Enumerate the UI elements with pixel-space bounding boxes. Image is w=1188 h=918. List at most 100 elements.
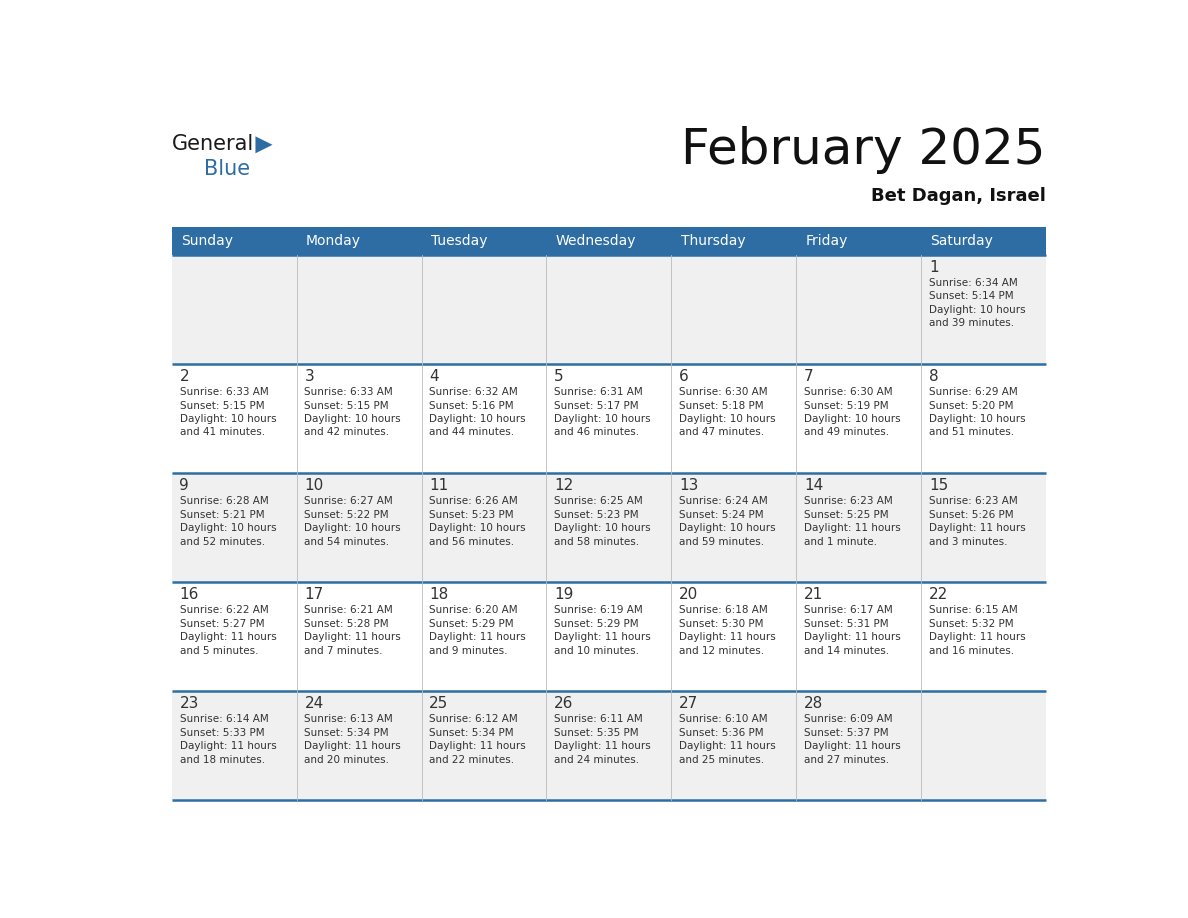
Text: Saturday: Saturday — [930, 234, 993, 248]
Text: Sunrise: 6:20 AM: Sunrise: 6:20 AM — [429, 605, 518, 615]
Text: 4: 4 — [429, 368, 438, 384]
Text: 26: 26 — [554, 696, 574, 711]
Text: Daylight: 11 hours: Daylight: 11 hours — [179, 633, 277, 642]
Text: and 7 minutes.: and 7 minutes. — [304, 645, 383, 655]
Text: Sunset: 5:28 PM: Sunset: 5:28 PM — [304, 619, 388, 629]
Text: General: General — [172, 134, 254, 154]
Text: Sunset: 5:33 PM: Sunset: 5:33 PM — [179, 728, 264, 738]
Text: Sunrise: 6:13 AM: Sunrise: 6:13 AM — [304, 714, 393, 724]
Text: Sunrise: 6:11 AM: Sunrise: 6:11 AM — [554, 714, 643, 724]
Text: Daylight: 10 hours: Daylight: 10 hours — [680, 414, 776, 424]
Text: and 9 minutes.: and 9 minutes. — [429, 645, 507, 655]
Text: Daylight: 10 hours: Daylight: 10 hours — [179, 414, 276, 424]
Text: Daylight: 11 hours: Daylight: 11 hours — [929, 633, 1025, 642]
Text: Thursday: Thursday — [681, 234, 745, 248]
Text: Sunday: Sunday — [181, 234, 233, 248]
Text: Daylight: 10 hours: Daylight: 10 hours — [929, 414, 1025, 424]
Text: 22: 22 — [929, 587, 948, 601]
Text: Friday: Friday — [805, 234, 848, 248]
Text: 14: 14 — [804, 477, 823, 493]
Text: Sunrise: 6:33 AM: Sunrise: 6:33 AM — [179, 387, 268, 397]
Text: Daylight: 11 hours: Daylight: 11 hours — [680, 633, 776, 642]
Text: Sunrise: 6:30 AM: Sunrise: 6:30 AM — [804, 387, 892, 397]
Text: Tuesday: Tuesday — [431, 234, 487, 248]
Text: Daylight: 10 hours: Daylight: 10 hours — [429, 523, 526, 533]
Text: Sunset: 5:17 PM: Sunset: 5:17 PM — [554, 400, 639, 410]
Text: Daylight: 11 hours: Daylight: 11 hours — [554, 633, 651, 642]
Text: Sunrise: 6:21 AM: Sunrise: 6:21 AM — [304, 605, 393, 615]
Text: Daylight: 10 hours: Daylight: 10 hours — [680, 523, 776, 533]
Text: and 1 minute.: and 1 minute. — [804, 536, 877, 546]
Bar — [422, 227, 546, 255]
Text: Sunset: 5:15 PM: Sunset: 5:15 PM — [179, 400, 264, 410]
Text: Sunset: 5:21 PM: Sunset: 5:21 PM — [179, 509, 264, 520]
Text: Sunrise: 6:09 AM: Sunrise: 6:09 AM — [804, 714, 892, 724]
Text: Sunset: 5:15 PM: Sunset: 5:15 PM — [304, 400, 388, 410]
Text: 7: 7 — [804, 368, 814, 384]
Bar — [921, 227, 1045, 255]
Text: Sunset: 5:31 PM: Sunset: 5:31 PM — [804, 619, 889, 629]
Text: 15: 15 — [929, 477, 948, 493]
Text: and 12 minutes.: and 12 minutes. — [680, 645, 764, 655]
Text: Sunrise: 6:33 AM: Sunrise: 6:33 AM — [304, 387, 393, 397]
Text: 12: 12 — [554, 477, 574, 493]
Text: Sunset: 5:35 PM: Sunset: 5:35 PM — [554, 728, 639, 738]
Text: 2: 2 — [179, 368, 189, 384]
Text: Daylight: 11 hours: Daylight: 11 hours — [680, 741, 776, 751]
Text: Daylight: 11 hours: Daylight: 11 hours — [804, 523, 901, 533]
Text: 1: 1 — [929, 260, 939, 274]
Text: Sunrise: 6:30 AM: Sunrise: 6:30 AM — [680, 387, 767, 397]
Text: Daylight: 10 hours: Daylight: 10 hours — [554, 414, 651, 424]
Text: Sunset: 5:30 PM: Sunset: 5:30 PM — [680, 619, 764, 629]
Text: Sunrise: 6:10 AM: Sunrise: 6:10 AM — [680, 714, 767, 724]
Text: 8: 8 — [929, 368, 939, 384]
Text: and 59 minutes.: and 59 minutes. — [680, 536, 764, 546]
Text: and 42 minutes.: and 42 minutes. — [304, 428, 390, 438]
Text: Monday: Monday — [307, 234, 361, 248]
Text: Daylight: 11 hours: Daylight: 11 hours — [429, 633, 526, 642]
Text: Sunrise: 6:27 AM: Sunrise: 6:27 AM — [304, 496, 393, 506]
Text: Daylight: 10 hours: Daylight: 10 hours — [304, 414, 402, 424]
Bar — [172, 691, 1045, 800]
Text: Sunset: 5:26 PM: Sunset: 5:26 PM — [929, 509, 1013, 520]
Bar — [172, 364, 1045, 473]
Text: and 14 minutes.: and 14 minutes. — [804, 645, 889, 655]
Bar — [671, 227, 796, 255]
Text: and 27 minutes.: and 27 minutes. — [804, 755, 889, 765]
Text: Sunrise: 6:24 AM: Sunrise: 6:24 AM — [680, 496, 767, 506]
Text: and 44 minutes.: and 44 minutes. — [429, 428, 514, 438]
Text: 10: 10 — [304, 477, 323, 493]
Text: 3: 3 — [304, 368, 314, 384]
Bar — [172, 227, 297, 255]
Text: Daylight: 11 hours: Daylight: 11 hours — [804, 633, 901, 642]
Text: Daylight: 11 hours: Daylight: 11 hours — [179, 741, 277, 751]
Text: and 49 minutes.: and 49 minutes. — [804, 428, 889, 438]
Text: and 41 minutes.: and 41 minutes. — [179, 428, 265, 438]
Text: Sunset: 5:22 PM: Sunset: 5:22 PM — [304, 509, 388, 520]
Text: 25: 25 — [429, 696, 449, 711]
Text: and 10 minutes.: and 10 minutes. — [554, 645, 639, 655]
Text: 6: 6 — [680, 368, 689, 384]
Text: Sunrise: 6:31 AM: Sunrise: 6:31 AM — [554, 387, 643, 397]
Text: Sunrise: 6:23 AM: Sunrise: 6:23 AM — [804, 496, 892, 506]
Bar — [172, 255, 1045, 364]
Text: Sunset: 5:16 PM: Sunset: 5:16 PM — [429, 400, 514, 410]
Text: and 24 minutes.: and 24 minutes. — [554, 755, 639, 765]
Text: 23: 23 — [179, 696, 198, 711]
Text: and 56 minutes.: and 56 minutes. — [429, 536, 514, 546]
Text: Daylight: 10 hours: Daylight: 10 hours — [804, 414, 901, 424]
Text: Sunset: 5:29 PM: Sunset: 5:29 PM — [429, 619, 514, 629]
Text: Sunset: 5:18 PM: Sunset: 5:18 PM — [680, 400, 764, 410]
Text: Daylight: 10 hours: Daylight: 10 hours — [429, 414, 526, 424]
Text: 18: 18 — [429, 587, 449, 601]
Text: Sunrise: 6:15 AM: Sunrise: 6:15 AM — [929, 605, 1018, 615]
Text: and 54 minutes.: and 54 minutes. — [304, 536, 390, 546]
Text: Sunrise: 6:28 AM: Sunrise: 6:28 AM — [179, 496, 268, 506]
Text: Sunset: 5:34 PM: Sunset: 5:34 PM — [304, 728, 388, 738]
Text: Sunset: 5:20 PM: Sunset: 5:20 PM — [929, 400, 1013, 410]
Text: Daylight: 10 hours: Daylight: 10 hours — [179, 523, 276, 533]
Text: Sunset: 5:34 PM: Sunset: 5:34 PM — [429, 728, 514, 738]
Text: Sunrise: 6:34 AM: Sunrise: 6:34 AM — [929, 278, 1018, 288]
Text: 9: 9 — [179, 477, 189, 493]
Text: Sunrise: 6:26 AM: Sunrise: 6:26 AM — [429, 496, 518, 506]
